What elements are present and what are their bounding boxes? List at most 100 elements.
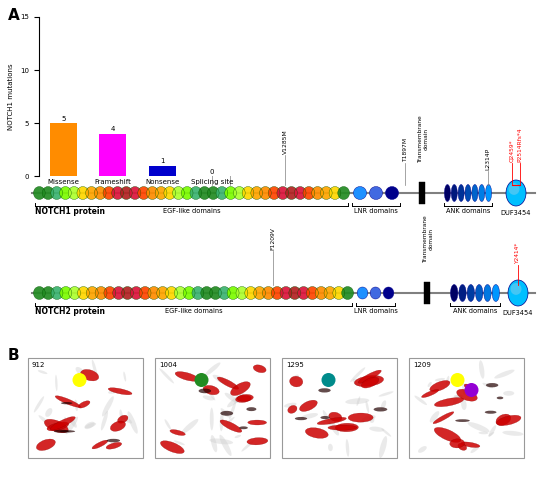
Ellipse shape: [496, 414, 511, 426]
Ellipse shape: [427, 382, 432, 387]
Ellipse shape: [121, 415, 132, 424]
Ellipse shape: [69, 416, 77, 428]
Ellipse shape: [118, 415, 128, 423]
Ellipse shape: [122, 286, 134, 299]
Ellipse shape: [510, 283, 521, 295]
Ellipse shape: [433, 412, 454, 424]
Ellipse shape: [174, 286, 186, 299]
Ellipse shape: [74, 400, 78, 411]
Ellipse shape: [219, 435, 232, 456]
Ellipse shape: [65, 417, 78, 434]
Ellipse shape: [382, 428, 391, 437]
Ellipse shape: [346, 439, 349, 457]
Ellipse shape: [366, 401, 369, 413]
Ellipse shape: [201, 286, 213, 299]
Ellipse shape: [435, 378, 445, 381]
Ellipse shape: [203, 385, 219, 395]
Ellipse shape: [59, 186, 72, 199]
Ellipse shape: [34, 286, 45, 299]
Ellipse shape: [350, 367, 365, 382]
Ellipse shape: [450, 439, 465, 448]
Ellipse shape: [107, 439, 120, 442]
Ellipse shape: [80, 369, 99, 381]
Ellipse shape: [295, 417, 307, 420]
Y-axis label: NOTCH1 mutations: NOTCH1 mutations: [8, 63, 14, 130]
Ellipse shape: [430, 381, 450, 392]
Ellipse shape: [486, 185, 492, 201]
Ellipse shape: [42, 286, 54, 299]
Ellipse shape: [378, 391, 393, 397]
Ellipse shape: [157, 286, 169, 299]
Ellipse shape: [300, 400, 317, 412]
Ellipse shape: [353, 379, 359, 386]
Ellipse shape: [85, 422, 95, 429]
Ellipse shape: [434, 427, 461, 442]
Bar: [424, 282, 430, 304]
Text: 1295: 1295: [286, 362, 304, 368]
Ellipse shape: [203, 396, 214, 400]
Ellipse shape: [34, 186, 45, 199]
Bar: [419, 182, 425, 204]
Text: 912: 912: [32, 362, 45, 368]
Ellipse shape: [288, 405, 297, 413]
Ellipse shape: [106, 442, 122, 449]
Ellipse shape: [508, 280, 528, 306]
Text: 0: 0: [210, 169, 214, 175]
Ellipse shape: [218, 286, 230, 299]
Ellipse shape: [321, 416, 329, 419]
Ellipse shape: [213, 375, 229, 384]
Ellipse shape: [370, 186, 383, 199]
Ellipse shape: [294, 186, 306, 199]
Text: A: A: [8, 8, 20, 23]
Text: 1209: 1209: [413, 362, 431, 368]
Ellipse shape: [486, 383, 498, 387]
Ellipse shape: [453, 396, 459, 405]
Ellipse shape: [333, 286, 345, 299]
Ellipse shape: [317, 417, 346, 425]
Ellipse shape: [254, 286, 266, 299]
Ellipse shape: [210, 408, 213, 430]
Ellipse shape: [379, 436, 387, 458]
Ellipse shape: [253, 365, 266, 373]
Ellipse shape: [45, 408, 52, 417]
Text: DUF3454: DUF3454: [503, 310, 534, 316]
Ellipse shape: [183, 286, 195, 299]
Ellipse shape: [260, 186, 271, 199]
Ellipse shape: [247, 438, 268, 445]
Text: B: B: [8, 348, 20, 363]
Ellipse shape: [85, 423, 96, 428]
Bar: [99, 134, 127, 176]
Ellipse shape: [434, 398, 464, 407]
Text: Transmembrane
domain: Transmembrane domain: [417, 115, 428, 163]
Ellipse shape: [170, 429, 185, 436]
Ellipse shape: [315, 286, 327, 299]
Ellipse shape: [451, 185, 457, 201]
Ellipse shape: [462, 381, 465, 395]
Bar: [155, 358, 270, 458]
Text: NOTCH2 protein: NOTCH2 protein: [35, 307, 105, 316]
Ellipse shape: [241, 440, 255, 452]
Text: F1209V: F1209V: [271, 227, 276, 250]
Ellipse shape: [354, 375, 383, 386]
Ellipse shape: [119, 410, 123, 421]
Ellipse shape: [220, 420, 242, 432]
Ellipse shape: [381, 400, 386, 410]
Ellipse shape: [454, 395, 464, 398]
Ellipse shape: [166, 286, 178, 299]
Ellipse shape: [458, 185, 464, 201]
Ellipse shape: [239, 426, 248, 429]
Ellipse shape: [485, 411, 497, 414]
Ellipse shape: [484, 284, 491, 301]
Ellipse shape: [230, 382, 250, 396]
Ellipse shape: [246, 407, 256, 411]
Ellipse shape: [39, 415, 52, 426]
Text: LNR domains: LNR domains: [354, 308, 398, 314]
Text: DUF3454: DUF3454: [500, 210, 531, 216]
Ellipse shape: [69, 286, 80, 299]
Ellipse shape: [174, 440, 185, 445]
Ellipse shape: [503, 391, 514, 396]
Ellipse shape: [130, 286, 142, 299]
Ellipse shape: [108, 390, 118, 394]
Text: NOTCH1 protein: NOTCH1 protein: [35, 207, 105, 216]
Text: LNR domains: LNR domains: [354, 208, 398, 214]
